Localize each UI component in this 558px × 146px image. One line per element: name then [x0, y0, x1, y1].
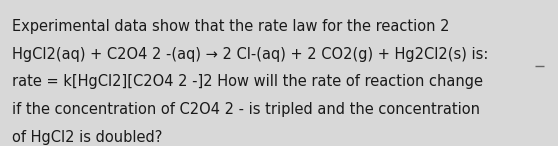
Text: Experimental data show that the rate law for the reaction 2: Experimental data show that the rate law…: [12, 19, 450, 34]
Text: of HgCl2 is doubled?: of HgCl2 is doubled?: [12, 130, 162, 145]
Text: HgCl2(aq) + C2O4 2 -(aq) → 2 Cl-(aq) + 2 CO2(g) + Hg2Cl2(s) is:: HgCl2(aq) + C2O4 2 -(aq) → 2 Cl-(aq) + 2…: [12, 47, 489, 62]
Text: if the concentration of C2O4 2 - is tripled and the concentration: if the concentration of C2O4 2 - is trip…: [12, 102, 480, 117]
Text: rate = k[HgCl2][C2O4 2 -]2 How will the rate of reaction change: rate = k[HgCl2][C2O4 2 -]2 How will the …: [12, 74, 483, 89]
